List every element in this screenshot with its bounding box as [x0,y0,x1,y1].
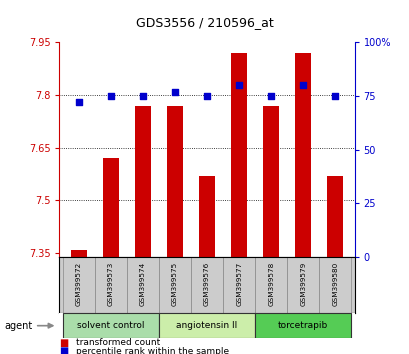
Text: GSM399577: GSM399577 [236,262,242,306]
Text: GSM399580: GSM399580 [332,262,337,306]
Point [139,93,146,99]
Bar [254,257,287,313]
Text: GSM399574: GSM399574 [139,262,146,306]
Point [331,93,338,99]
Bar [222,257,254,313]
Bar [159,257,191,313]
Point [267,93,274,99]
Bar [63,257,94,313]
Text: transformed count: transformed count [76,338,160,347]
Text: GSM399575: GSM399575 [171,262,178,306]
Bar [254,313,351,338]
Text: GSM399578: GSM399578 [267,262,274,306]
Bar [319,257,351,313]
Bar [159,313,254,338]
Text: GSM399573: GSM399573 [108,262,114,306]
Text: torcetrapib: torcetrapib [278,321,328,330]
Point [171,89,178,95]
Text: percentile rank within the sample: percentile rank within the sample [76,347,228,354]
Bar [63,313,159,338]
Bar [94,257,126,313]
Point [203,93,210,99]
Bar [166,106,182,257]
Bar [70,250,87,257]
Text: ■: ■ [59,346,69,354]
Point [299,82,306,88]
Bar [126,257,159,313]
Text: GSM399576: GSM399576 [204,262,209,306]
Bar [326,176,343,257]
Point [107,93,114,99]
Bar [263,106,279,257]
Bar [103,158,119,257]
Bar [294,53,310,257]
Bar [231,53,247,257]
Bar [287,257,319,313]
Bar [191,257,222,313]
Text: GSM399572: GSM399572 [76,262,81,306]
Text: agent: agent [4,321,32,331]
Bar [135,106,151,257]
Bar [198,176,215,257]
Point [235,82,242,88]
Text: solvent control: solvent control [77,321,144,330]
Text: angiotensin II: angiotensin II [176,321,237,330]
Text: GSM399579: GSM399579 [299,262,306,306]
Text: ■: ■ [59,338,69,348]
Text: GDS3556 / 210596_at: GDS3556 / 210596_at [136,16,273,29]
Point [75,99,82,105]
